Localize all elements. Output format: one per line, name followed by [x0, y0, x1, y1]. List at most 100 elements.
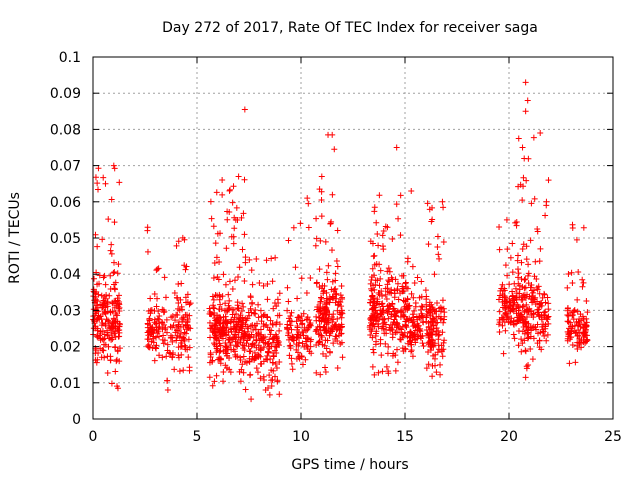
data-point	[182, 266, 189, 273]
data-point	[177, 296, 184, 303]
data-point	[114, 297, 121, 304]
data-point	[398, 326, 405, 333]
data-point	[513, 222, 520, 229]
data-point	[257, 346, 264, 353]
data-point	[294, 314, 301, 321]
data-point	[382, 291, 389, 298]
data-point	[377, 275, 384, 282]
data-point	[518, 275, 525, 282]
data-point	[522, 374, 529, 381]
data-point	[100, 347, 107, 354]
data-point	[299, 340, 306, 347]
x-tick-label: 10	[292, 429, 310, 445]
data-point	[90, 286, 97, 293]
data-point	[209, 293, 216, 300]
data-point	[114, 385, 121, 392]
data-point	[315, 304, 322, 311]
data-point	[91, 316, 98, 323]
data-point	[144, 336, 151, 343]
data-point	[515, 307, 522, 314]
data-point	[371, 286, 378, 293]
data-point	[184, 316, 191, 323]
data-point	[111, 281, 118, 288]
data-point	[172, 317, 179, 324]
data-point	[379, 232, 386, 239]
data-point	[251, 349, 258, 356]
data-point	[107, 247, 114, 254]
data-point	[153, 303, 160, 310]
data-point	[163, 329, 170, 336]
data-point	[394, 287, 401, 294]
data-point	[213, 372, 220, 379]
data-point	[418, 278, 425, 285]
data-point	[422, 287, 429, 294]
data-point	[102, 304, 109, 311]
data-point	[400, 287, 407, 294]
data-point	[167, 323, 174, 330]
data-point	[537, 130, 544, 137]
data-point	[93, 308, 100, 315]
data-point	[338, 330, 345, 337]
data-point	[522, 79, 529, 86]
data-point	[374, 231, 381, 238]
data-point	[332, 291, 339, 298]
data-point	[529, 289, 536, 296]
data-point	[397, 232, 404, 239]
data-point	[435, 342, 442, 349]
data-point	[580, 279, 587, 286]
data-point	[541, 332, 548, 339]
data-point	[108, 380, 115, 387]
data-point	[379, 368, 386, 375]
data-point	[503, 304, 510, 311]
data-point	[213, 316, 220, 323]
data-point	[224, 320, 231, 327]
data-point	[97, 345, 104, 352]
data-point	[251, 310, 258, 317]
data-point	[410, 318, 417, 325]
data-point	[507, 254, 514, 261]
data-point	[206, 319, 213, 326]
data-point	[255, 301, 262, 308]
data-point	[301, 343, 308, 350]
data-point	[102, 320, 109, 327]
data-point	[108, 250, 115, 257]
data-point	[294, 295, 301, 302]
data-point	[257, 307, 264, 314]
data-point	[97, 328, 104, 335]
data-point	[392, 312, 399, 319]
data-point	[234, 340, 241, 347]
data-point	[329, 247, 335, 254]
data-point	[161, 337, 168, 344]
data-point	[439, 353, 446, 360]
data-point	[161, 274, 168, 281]
data-point	[100, 336, 107, 343]
data-point	[440, 339, 447, 346]
data-point	[223, 364, 230, 371]
data-point	[567, 319, 574, 326]
data-point	[153, 334, 160, 341]
data-point	[372, 309, 379, 316]
data-point	[183, 321, 190, 328]
data-point	[330, 340, 337, 347]
data-point	[409, 319, 416, 326]
data-point	[368, 277, 375, 284]
data-point	[240, 303, 247, 310]
data-point	[236, 315, 243, 322]
data-point	[318, 213, 325, 220]
data-point	[238, 307, 245, 314]
data-point	[437, 315, 444, 322]
data-point	[424, 200, 431, 207]
data-point	[253, 365, 260, 372]
data-point	[501, 319, 508, 326]
data-point	[231, 314, 238, 321]
data-point	[433, 320, 440, 327]
data-point	[150, 339, 157, 346]
data-point	[286, 352, 293, 359]
data-point	[245, 309, 252, 316]
data-point	[164, 387, 171, 394]
data-point	[155, 328, 162, 335]
data-point	[378, 352, 385, 359]
data-point	[244, 337, 251, 344]
data-point	[159, 320, 166, 327]
data-point	[404, 295, 411, 302]
